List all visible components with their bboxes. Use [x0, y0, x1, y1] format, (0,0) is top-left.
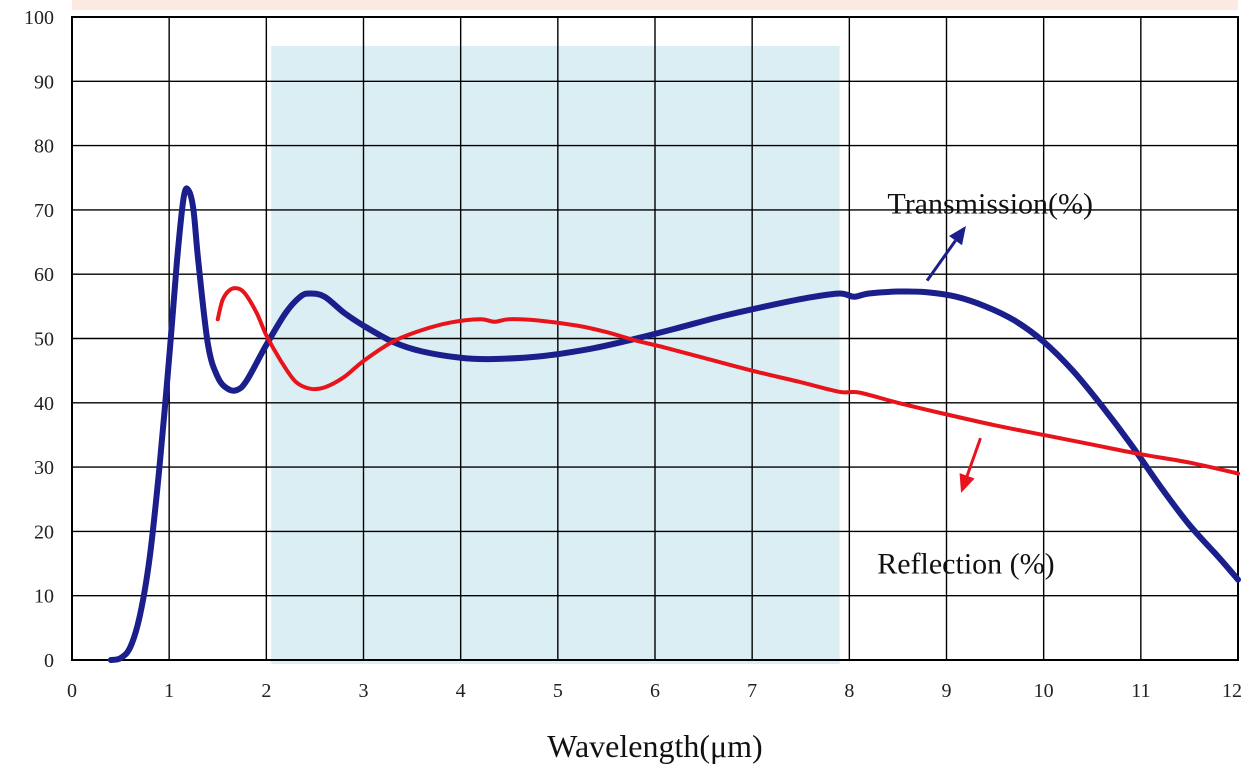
y-tick-label: 30: [34, 457, 54, 479]
x-tick-label: 11: [1131, 680, 1150, 702]
y-tick-label: 40: [34, 393, 54, 415]
y-tick-label: 10: [34, 586, 54, 608]
annotation-arrow: [959, 437, 982, 493]
y-tick-label: 20: [34, 521, 54, 543]
x-tick-label: 0: [67, 680, 77, 702]
x-tick-label: 9: [942, 680, 952, 702]
annotations: Transmission(%) Reflection (%): [877, 187, 1093, 580]
series-line-transmission: [107, 185, 1241, 663]
x-tick-label: 7: [747, 680, 757, 702]
y-tick-label: 0: [44, 650, 54, 672]
x-tick-label: 1: [164, 680, 174, 702]
x-tick-label: 4: [456, 680, 466, 702]
x-tick-label: 2: [261, 680, 271, 702]
arrows: [925, 225, 982, 493]
x-tick-label: 10: [1034, 680, 1054, 702]
x-tick-label: 5: [553, 680, 563, 702]
x-tick-label: 8: [844, 680, 854, 702]
top-band: [72, 0, 1238, 10]
x-tick-labels: 0 1 2 3 4 5 6 7 8 9 10 11 12: [67, 680, 1242, 702]
reflection-label: Reflection (%): [877, 548, 1054, 581]
series-lines: [107, 185, 1241, 663]
y-tick-label: 70: [34, 200, 54, 222]
transmission-label: Transmission(%): [887, 187, 1093, 220]
y-tick-label: 90: [34, 71, 54, 93]
x-tick-label: 3: [359, 680, 369, 702]
plot-frame: [71, 16, 1239, 661]
x-axis-title: Wavelength(μm): [547, 728, 762, 764]
series-line-reflection: [215, 286, 1240, 476]
y-tick-label: 80: [34, 136, 54, 158]
x-tick-label: 6: [650, 680, 660, 702]
x-tick-label: 12: [1222, 680, 1242, 702]
y-tick-label: 100: [24, 7, 54, 29]
grid: [71, 16, 1239, 661]
y-tick-label: 50: [34, 329, 54, 351]
y-tick-label: 60: [34, 264, 54, 286]
y-tick-labels: 0 10 20 30 40 50 60 70 80 90 100: [24, 7, 54, 672]
annotation-arrow: [925, 225, 966, 282]
